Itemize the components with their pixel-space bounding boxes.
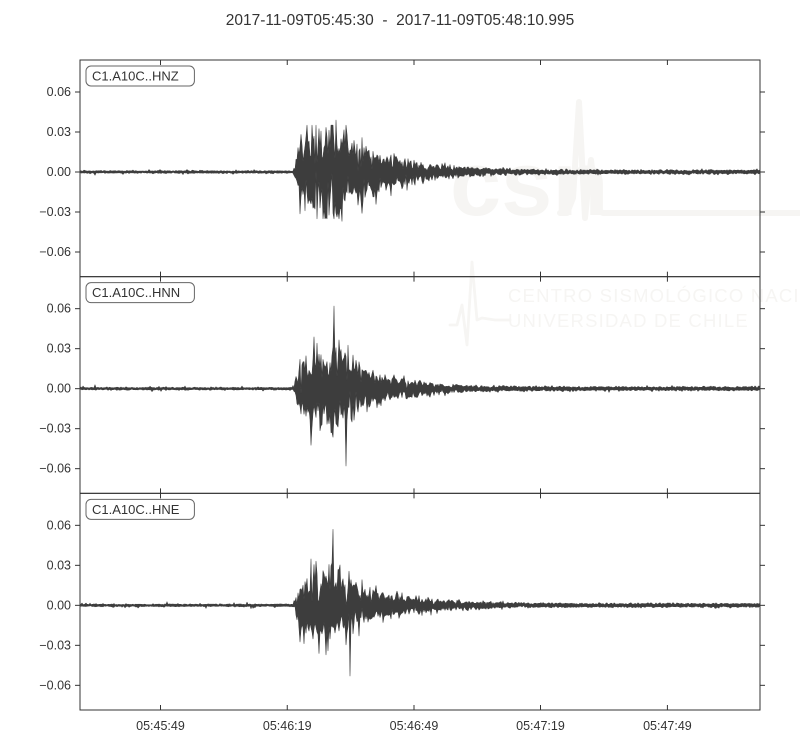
svg-text:0.00: 0.00: [47, 598, 71, 612]
svg-text:05:45:49: 05:45:49: [136, 719, 185, 733]
svg-text:CENTRO SISMOLÓGICO NACIONAL: CENTRO SISMOLÓGICO NACIONAL: [508, 285, 800, 306]
svg-text:C1.A10C..HNN: C1.A10C..HNN: [92, 285, 180, 300]
svg-text:UNIVERSIDAD DE CHILE: UNIVERSIDAD DE CHILE: [508, 310, 749, 331]
svg-text:05:47:19: 05:47:19: [516, 719, 565, 733]
svg-text:−0.06: −0.06: [39, 462, 71, 476]
svg-text:0.03: 0.03: [47, 125, 71, 139]
svg-text:05:46:19: 05:46:19: [263, 719, 312, 733]
svg-text:−0.03: −0.03: [39, 422, 71, 436]
svg-text:0.06: 0.06: [47, 518, 71, 532]
svg-text:−0.06: −0.06: [39, 678, 71, 692]
svg-text:−0.03: −0.03: [39, 638, 71, 652]
svg-text:−0.03: −0.03: [39, 205, 71, 219]
svg-text:0.03: 0.03: [47, 342, 71, 356]
svg-text:0.00: 0.00: [47, 165, 71, 179]
svg-text:0.06: 0.06: [47, 85, 71, 99]
svg-text:0.03: 0.03: [47, 558, 71, 572]
svg-text:C1.A10C..HNE: C1.A10C..HNE: [92, 502, 180, 517]
svg-text:05:46:49: 05:46:49: [390, 719, 439, 733]
svg-text:0.00: 0.00: [47, 382, 71, 396]
svg-text:−0.06: −0.06: [39, 245, 71, 259]
svg-text:05:47:49: 05:47:49: [643, 719, 692, 733]
svg-text:0.06: 0.06: [47, 302, 71, 316]
svg-text:C1.A10C..HNZ: C1.A10C..HNZ: [92, 69, 179, 84]
